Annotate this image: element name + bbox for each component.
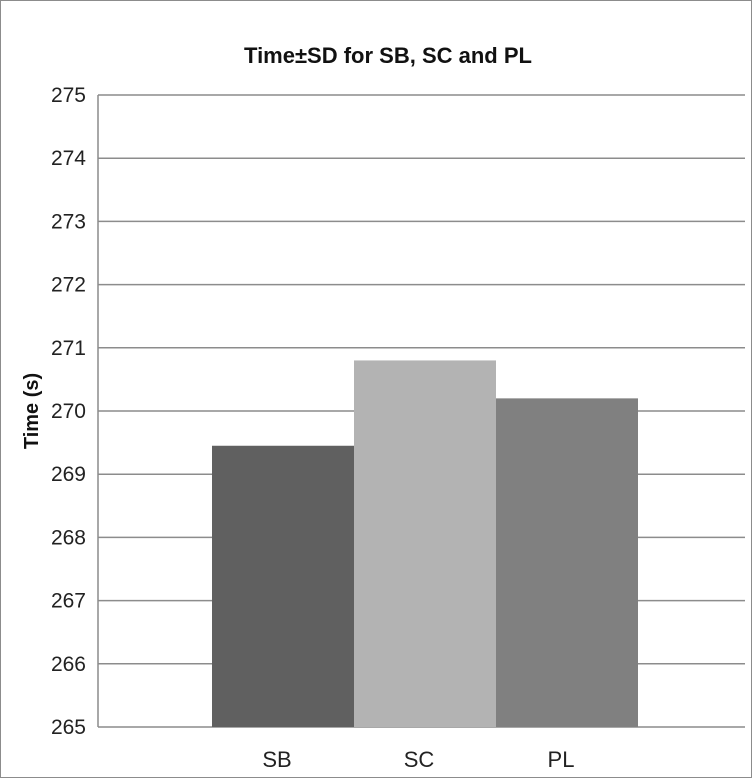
y-tick-label: 269 (51, 463, 86, 486)
x-category-labels: SB SC PL (262, 747, 574, 772)
bar-sc (354, 360, 496, 727)
x-category-label: SB (262, 747, 291, 772)
chart-title: Time±SD for SB, SC and PL (244, 43, 532, 68)
y-tick-label: 271 (51, 337, 86, 360)
y-tick-label: 266 (51, 653, 86, 676)
bar-pl (496, 398, 638, 727)
y-tick-label: 274 (51, 147, 86, 170)
x-category-label: PL (548, 747, 575, 772)
y-tick-labels: 265 266 267 268 269 270 271 272 273 274 275 (51, 84, 86, 739)
y-tick-label: 275 (51, 84, 86, 107)
y-tick-label: 270 (51, 400, 86, 423)
y-tick-label: 265 (51, 716, 86, 739)
bar-sb (212, 445, 354, 727)
y-tick-label: 268 (51, 526, 86, 549)
x-category-label: SC (404, 747, 435, 772)
bars (212, 360, 638, 727)
y-axis-title: Time (s) (21, 373, 43, 449)
y-tick-label: 267 (51, 590, 86, 613)
y-tick-label: 273 (51, 210, 86, 233)
y-tick-label: 272 (51, 274, 86, 297)
